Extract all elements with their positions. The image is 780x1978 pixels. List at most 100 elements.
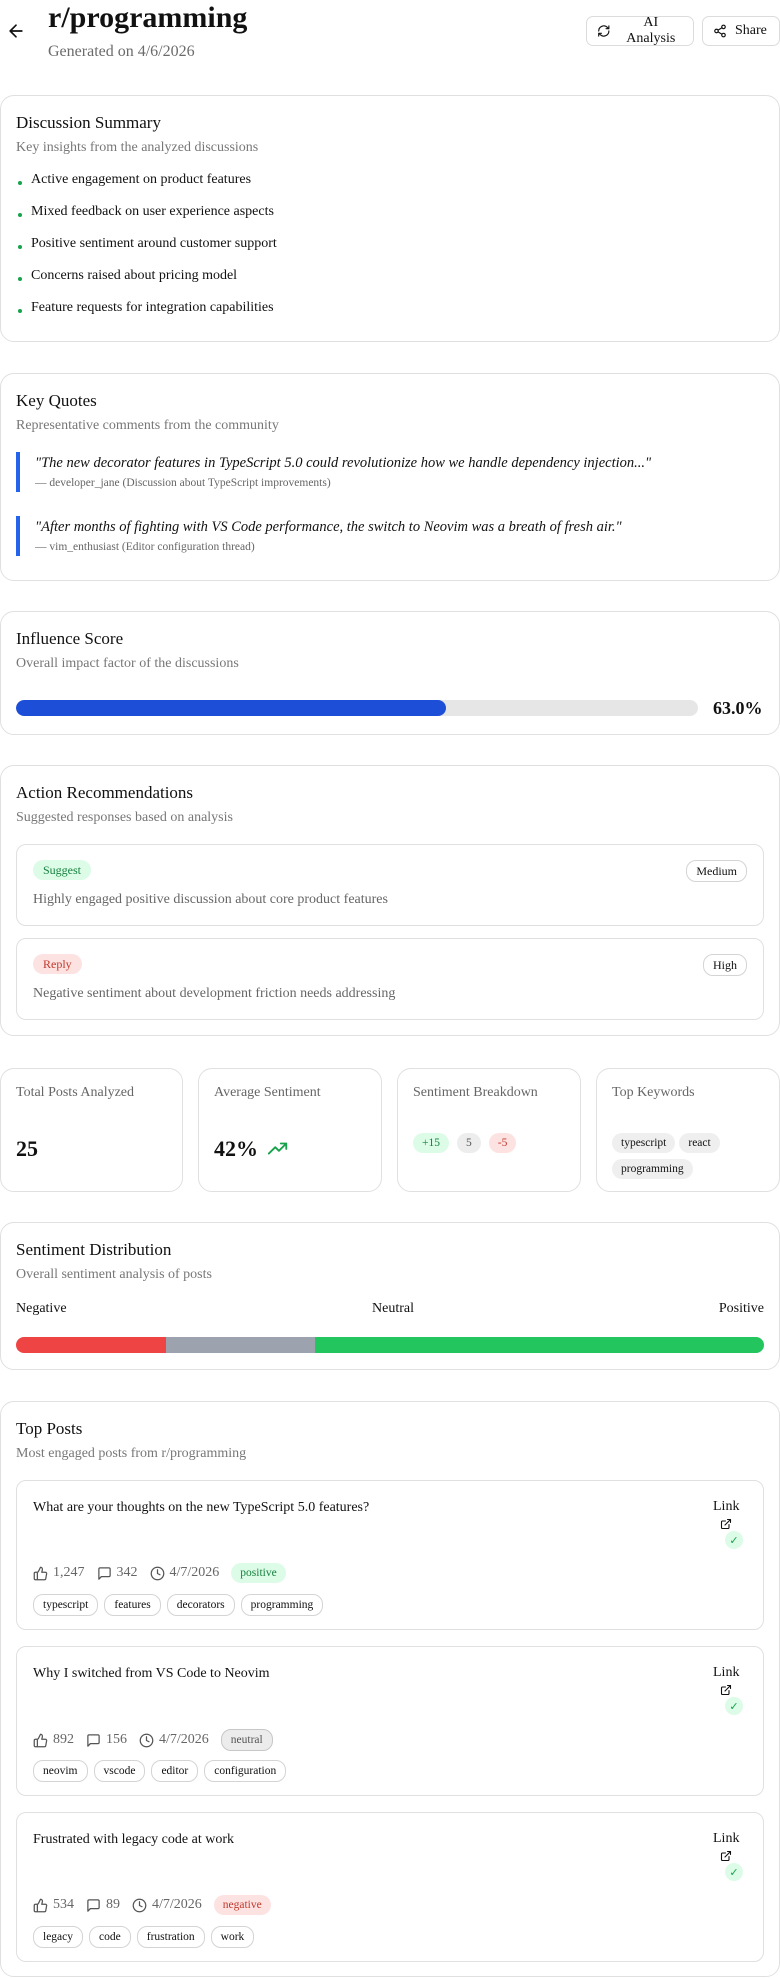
share-icon: [714, 24, 726, 38]
post-tags: typescript features decorators programmi…: [33, 1594, 324, 1616]
post-item: Why I switched from VS Code to Neovim Li…: [16, 1646, 764, 1796]
comment-icon: [87, 1898, 100, 1912]
list-item-text: Feature requests for integration capabil…: [31, 300, 274, 315]
comment-count: 89: [106, 1897, 120, 1912]
list-item-text: Positive sentiment around customer suppo…: [31, 236, 277, 251]
priority-badge: Medium: [686, 860, 747, 882]
summary-list: Active engagement on product features Mi…: [16, 170, 277, 330]
average-sentiment-card: Average Sentiment 42%: [198, 1068, 382, 1192]
card-subtitle: Most engaged posts from r/programming: [16, 1446, 247, 1461]
keyword-badge: programming: [612, 1159, 693, 1179]
card-title: Influence Score: [16, 629, 124, 648]
tag: editor: [151, 1760, 199, 1782]
external-link-icon[interactable]: [720, 1518, 732, 1530]
card-subtitle: Suggested responses based on analysis: [16, 810, 233, 825]
keyword-badge: react: [679, 1133, 720, 1153]
influence-value: 63.0%: [713, 698, 763, 718]
negative-segment: [16, 1337, 166, 1353]
card-title: Top Posts: [16, 1419, 83, 1438]
sentiment-badge: neutral: [220, 1729, 273, 1751]
external-link-icon[interactable]: [720, 1684, 732, 1696]
tag: frustration: [136, 1926, 205, 1948]
sentiment-distribution-bar: [16, 1337, 764, 1353]
positive-count-badge: +15: [413, 1133, 449, 1153]
positive-label: Positive: [718, 1301, 764, 1316]
share-button[interactable]: Share: [702, 16, 780, 46]
list-item: Concerns raised about pricing model: [16, 266, 277, 298]
post-link[interactable]: Link: [713, 1665, 740, 1680]
influence-progress-bar: [16, 700, 698, 716]
influence-score-card: Influence Score Overall impact factor of…: [0, 611, 780, 735]
post-title[interactable]: Why I switched from VS Code to Neovim: [33, 1666, 270, 1681]
post-title[interactable]: Frustrated with legacy code at work: [33, 1832, 234, 1847]
generated-date: Generated on 4/6/2026: [48, 43, 195, 60]
tag: programming: [240, 1594, 324, 1616]
recommendation-item[interactable]: Suggest Medium Highly engaged positive d…: [16, 844, 764, 926]
comment-icon: [97, 1566, 111, 1580]
quote-attribution: — developer_jane (Discussion about TypeS…: [35, 477, 331, 489]
total-posts-value: 25: [16, 1136, 38, 1161]
page-title: r/programming: [48, 1, 248, 34]
tag: work: [210, 1926, 255, 1948]
quote-attribution: — vim_enthusiast (Editor configuration t…: [35, 541, 255, 553]
page-header: r/programming Generated on 4/6/2026 AI A…: [0, 0, 780, 70]
post-date: 4/7/2026: [159, 1732, 209, 1747]
card-subtitle: Key insights from the analyzed discussio…: [16, 140, 259, 155]
priority-badge: High: [703, 954, 747, 976]
clock-icon: [139, 1733, 154, 1747]
neutral-label: Neutral: [372, 1301, 414, 1316]
check-icon: ✓: [725, 1863, 743, 1881]
discussion-summary-card: Discussion Summary Key insights from the…: [0, 95, 780, 342]
sentiment-distribution-card: Sentiment Distribution Overall sentiment…: [0, 1222, 780, 1370]
negative-count-badge: -5: [488, 1133, 517, 1153]
trending-up-icon: [267, 1142, 288, 1155]
check-icon: ✓: [725, 1697, 743, 1715]
quote-block: "The new decorator features in TypeScrip…: [16, 452, 766, 492]
action-recommendations-card: Action Recommendations Suggested respons…: [0, 765, 780, 1036]
tag: vscode: [93, 1760, 146, 1782]
post-meta: 534 89 4/7/2026 negative: [33, 1895, 271, 1915]
positive-segment: [315, 1337, 764, 1353]
refresh-icon: [598, 25, 610, 37]
card-title: Sentiment Distribution: [16, 1240, 172, 1259]
upvote-count: 534: [53, 1897, 74, 1912]
tag: code: [89, 1926, 131, 1948]
post-link[interactable]: Link: [713, 1499, 740, 1514]
post-meta: 892 156 4/7/2026 neutral: [33, 1729, 273, 1751]
list-item: Feature requests for integration capabil…: [16, 298, 277, 330]
action-badge: Suggest: [33, 860, 92, 880]
list-item: Positive sentiment around customer suppo…: [16, 234, 277, 266]
sentiment-breakdown-card: Sentiment Breakdown +15 5 -5: [397, 1068, 581, 1192]
ai-analysis-button[interactable]: AI Analysis: [586, 15, 694, 46]
upvote-count: 892: [53, 1732, 74, 1747]
post-tags: neovim vscode editor configuration: [33, 1760, 287, 1782]
stat-label: Average Sentiment: [214, 1085, 321, 1100]
quote-block: "After months of fighting with VS Code p…: [16, 516, 766, 556]
card-title: Key Quotes: [16, 391, 97, 410]
clock-icon: [150, 1566, 164, 1580]
post-title[interactable]: What are your thoughts on the new TypeSc…: [33, 1500, 370, 1515]
back-arrow-icon[interactable]: [6, 21, 26, 41]
thumbs-up-icon: [33, 1566, 48, 1580]
post-link[interactable]: Link: [713, 1831, 740, 1846]
neutral-segment: [165, 1337, 316, 1353]
negative-label: Negative: [16, 1301, 67, 1316]
thumbs-up-icon: [33, 1733, 48, 1747]
tag: typescript: [33, 1594, 99, 1616]
card-subtitle: Overall impact factor of the discussions: [16, 656, 239, 671]
list-item-text: Concerns raised about pricing model: [31, 268, 238, 283]
post-date: 4/7/2026: [152, 1897, 202, 1912]
bullet-dot: [18, 277, 22, 281]
key-quotes-card: Key Quotes Representative comments from …: [0, 373, 780, 581]
share-label: Share: [735, 23, 767, 38]
breakdown-chips: +15 5 -5: [413, 1133, 520, 1153]
comment-icon: [87, 1733, 100, 1747]
neutral-count-badge: 5: [457, 1133, 481, 1153]
card-title: Discussion Summary: [16, 113, 161, 132]
external-link-icon[interactable]: [720, 1850, 732, 1862]
post-date: 4/7/2026: [169, 1565, 220, 1580]
stat-label: Total Posts Analyzed: [16, 1085, 135, 1100]
recommendation-item[interactable]: Reply High Negative sentiment about deve…: [16, 938, 764, 1020]
bullet-dot: [18, 309, 22, 313]
post-tags: legacy code frustration work: [33, 1926, 255, 1948]
